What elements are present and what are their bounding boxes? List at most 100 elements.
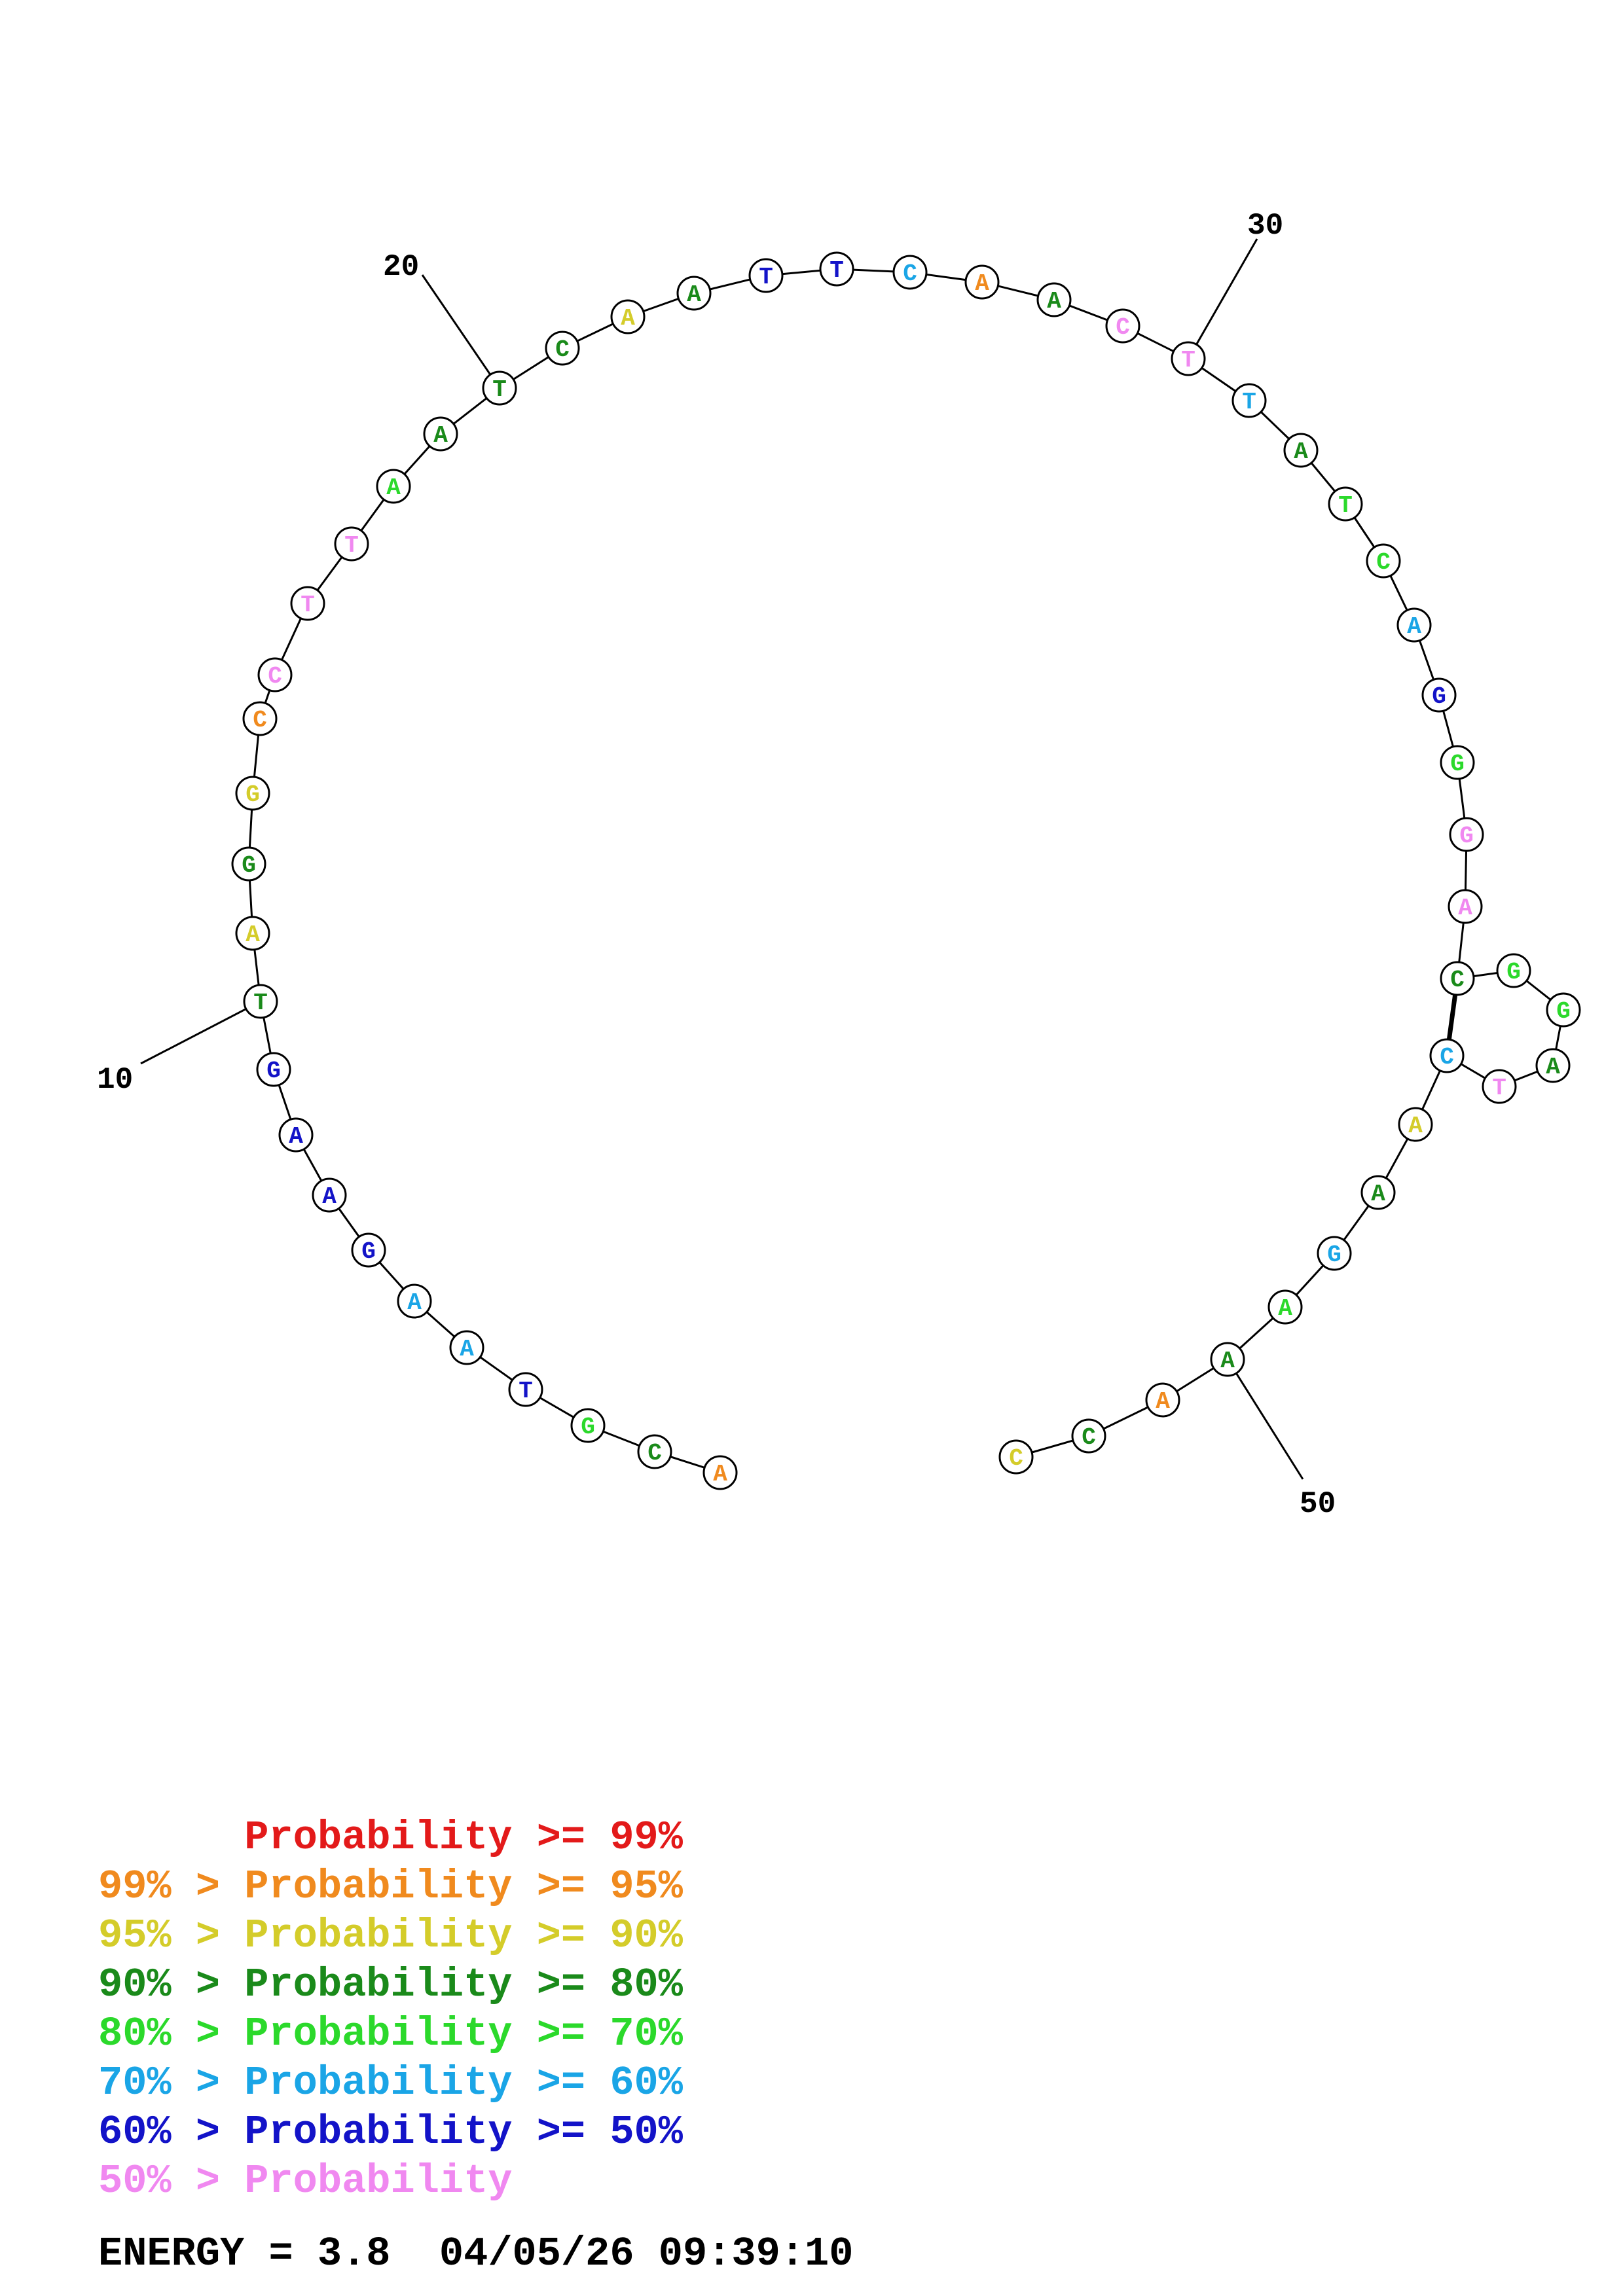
nucleotide-circle bbox=[1317, 1236, 1352, 1271]
nucleotide-6: A bbox=[397, 1283, 432, 1319]
legend-row: 99% > Probability >= 95% bbox=[98, 1862, 683, 1911]
nucleotide-circle bbox=[482, 370, 517, 406]
nucleotide-3: G bbox=[570, 1408, 606, 1443]
legend-label: Probability >= 60% bbox=[244, 2060, 683, 2106]
nucleotide-letter: G bbox=[1459, 823, 1474, 850]
nucleotide-circle bbox=[290, 586, 325, 621]
nucleotide-31: T bbox=[1171, 341, 1206, 376]
nucleotide-36: A bbox=[1396, 607, 1432, 643]
nucleotide-circle bbox=[242, 701, 278, 736]
nucleotide-letter: C bbox=[647, 1440, 662, 1467]
nucleotide-5: A bbox=[449, 1330, 484, 1365]
nucleotide-letter: A bbox=[1371, 1181, 1385, 1208]
nucleotide-circle bbox=[1283, 433, 1319, 468]
nucleotide-17: T bbox=[290, 586, 325, 621]
legend-prefix: 99% > bbox=[98, 1863, 245, 1910]
nucleotide-circle bbox=[508, 1372, 543, 1407]
nucleotide-7: G bbox=[351, 1232, 386, 1268]
nucleotide-circle bbox=[748, 258, 784, 293]
nucleotide-circle bbox=[1267, 1289, 1303, 1325]
nucleotide-letter: G bbox=[1556, 998, 1571, 1025]
position-label-50: 50 bbox=[1300, 1487, 1336, 1521]
legend-prefix: 70% > bbox=[98, 2060, 245, 2106]
nucleotide-circle bbox=[1071, 1418, 1106, 1454]
nucleotide-letter: G bbox=[361, 1238, 376, 1265]
nucleotide-letter: G bbox=[242, 852, 256, 879]
nucleotide-27: C bbox=[892, 255, 928, 290]
nucleotide-circle bbox=[376, 469, 411, 504]
legend-row: 70% > Probability >= 60% bbox=[98, 2058, 683, 2108]
nucleotide-26: T bbox=[819, 251, 854, 287]
nucleotide-circle bbox=[1448, 889, 1483, 924]
nucleotide-letter: A bbox=[975, 270, 989, 297]
nucleotide-39: G bbox=[1449, 817, 1484, 852]
legend-row: 60% > Probability >= 50% bbox=[98, 2108, 683, 2157]
nucleotide-letter: G bbox=[581, 1414, 595, 1441]
nucleotide-18: T bbox=[334, 526, 369, 562]
legend-prefix bbox=[98, 1814, 244, 1861]
nucleotide-44: A bbox=[1535, 1048, 1571, 1083]
nucleotide-45: T bbox=[1482, 1069, 1517, 1104]
nucleotide-circle bbox=[312, 1177, 347, 1213]
timestamp: 04/05/26 09:39:10 bbox=[439, 2231, 854, 2277]
position-label-30: 30 bbox=[1247, 209, 1283, 243]
nucleotide-letter: A bbox=[322, 1183, 337, 1210]
legend-label: Probability >= 70% bbox=[244, 2011, 683, 2057]
nucleotide-letter: A bbox=[1546, 1054, 1560, 1081]
nucleotide-letter: C bbox=[1082, 1424, 1096, 1451]
legend-prefix: 80% > bbox=[98, 2011, 245, 2057]
nucleotide-letter: C bbox=[1116, 314, 1130, 341]
nucleotide-1: A bbox=[702, 1455, 738, 1490]
nucleotide-30: C bbox=[1105, 308, 1140, 344]
nucleotide-letter: A bbox=[621, 305, 635, 332]
nucleotide-letter: C bbox=[268, 663, 282, 690]
nucleotide-circle bbox=[998, 1439, 1034, 1475]
nucleotide-letter: A bbox=[246, 922, 260, 948]
nucleotide-circle bbox=[637, 1434, 672, 1469]
nucleotide-letter: A bbox=[687, 281, 701, 308]
nucleotide-35: C bbox=[1366, 543, 1401, 579]
nucleotide-circle bbox=[676, 276, 712, 311]
nucleotide-12: A bbox=[235, 916, 270, 951]
nucleotide-letter: A bbox=[289, 1123, 303, 1150]
nucleotide-circle bbox=[1535, 1048, 1571, 1083]
nucleotide-letter: T bbox=[344, 532, 359, 559]
nucleotide-circle bbox=[1396, 607, 1432, 643]
nucleotide-letter: G bbox=[246, 781, 260, 808]
nucleotide-letter: A bbox=[1220, 1348, 1235, 1374]
nucleotide-letter: A bbox=[1278, 1295, 1292, 1322]
nucleotide-circle bbox=[1171, 341, 1206, 376]
nucleotide-circle bbox=[256, 1052, 291, 1087]
nucleotide-circle bbox=[610, 299, 646, 334]
nucleotide-11: T bbox=[243, 984, 278, 1019]
nucleotide-letter: C bbox=[1376, 549, 1391, 576]
nucleotide-letter: C bbox=[253, 707, 267, 734]
nucleotide-circle bbox=[334, 526, 369, 562]
nucleotide-circle bbox=[1036, 282, 1072, 317]
nucleotide-42: G bbox=[1496, 953, 1531, 988]
nucleotide-letter: A bbox=[460, 1336, 474, 1363]
nucleotide-letter: A bbox=[1458, 895, 1472, 922]
nucleotide-letter: T bbox=[1181, 347, 1195, 374]
nucleotide-circle bbox=[243, 984, 278, 1019]
nucleotide-43: G bbox=[1546, 992, 1581, 1028]
legend-row: 80% > Probability >= 70% bbox=[98, 2009, 683, 2058]
nucleotide-circle bbox=[351, 1232, 386, 1268]
energy-footer: ENERGY = 3.8 04/05/26 09:39:10 bbox=[98, 2231, 853, 2277]
nucleotide-10: G bbox=[256, 1052, 291, 1087]
nucleotide-letter: T bbox=[492, 376, 507, 403]
nucleotide-letter: C bbox=[555, 336, 570, 363]
legend-label: Probability >= 90% bbox=[244, 1912, 683, 1959]
position-label-10: 10 bbox=[97, 1063, 133, 1097]
nucleotide-54: C bbox=[998, 1439, 1034, 1475]
legend-prefix: 90% > bbox=[98, 1962, 245, 2008]
nucleotide-20: A bbox=[423, 416, 458, 452]
nucleotide-34: T bbox=[1328, 486, 1363, 522]
nucleotide-23: A bbox=[610, 299, 646, 334]
nucleotide-circle bbox=[964, 264, 1000, 300]
nucleotide-15: C bbox=[242, 701, 278, 736]
nucleotide-circle bbox=[1429, 1038, 1465, 1073]
nucleotide-letter: T bbox=[519, 1378, 533, 1405]
nucleotide-circle bbox=[1449, 817, 1484, 852]
nucleotide-14: G bbox=[235, 776, 270, 811]
